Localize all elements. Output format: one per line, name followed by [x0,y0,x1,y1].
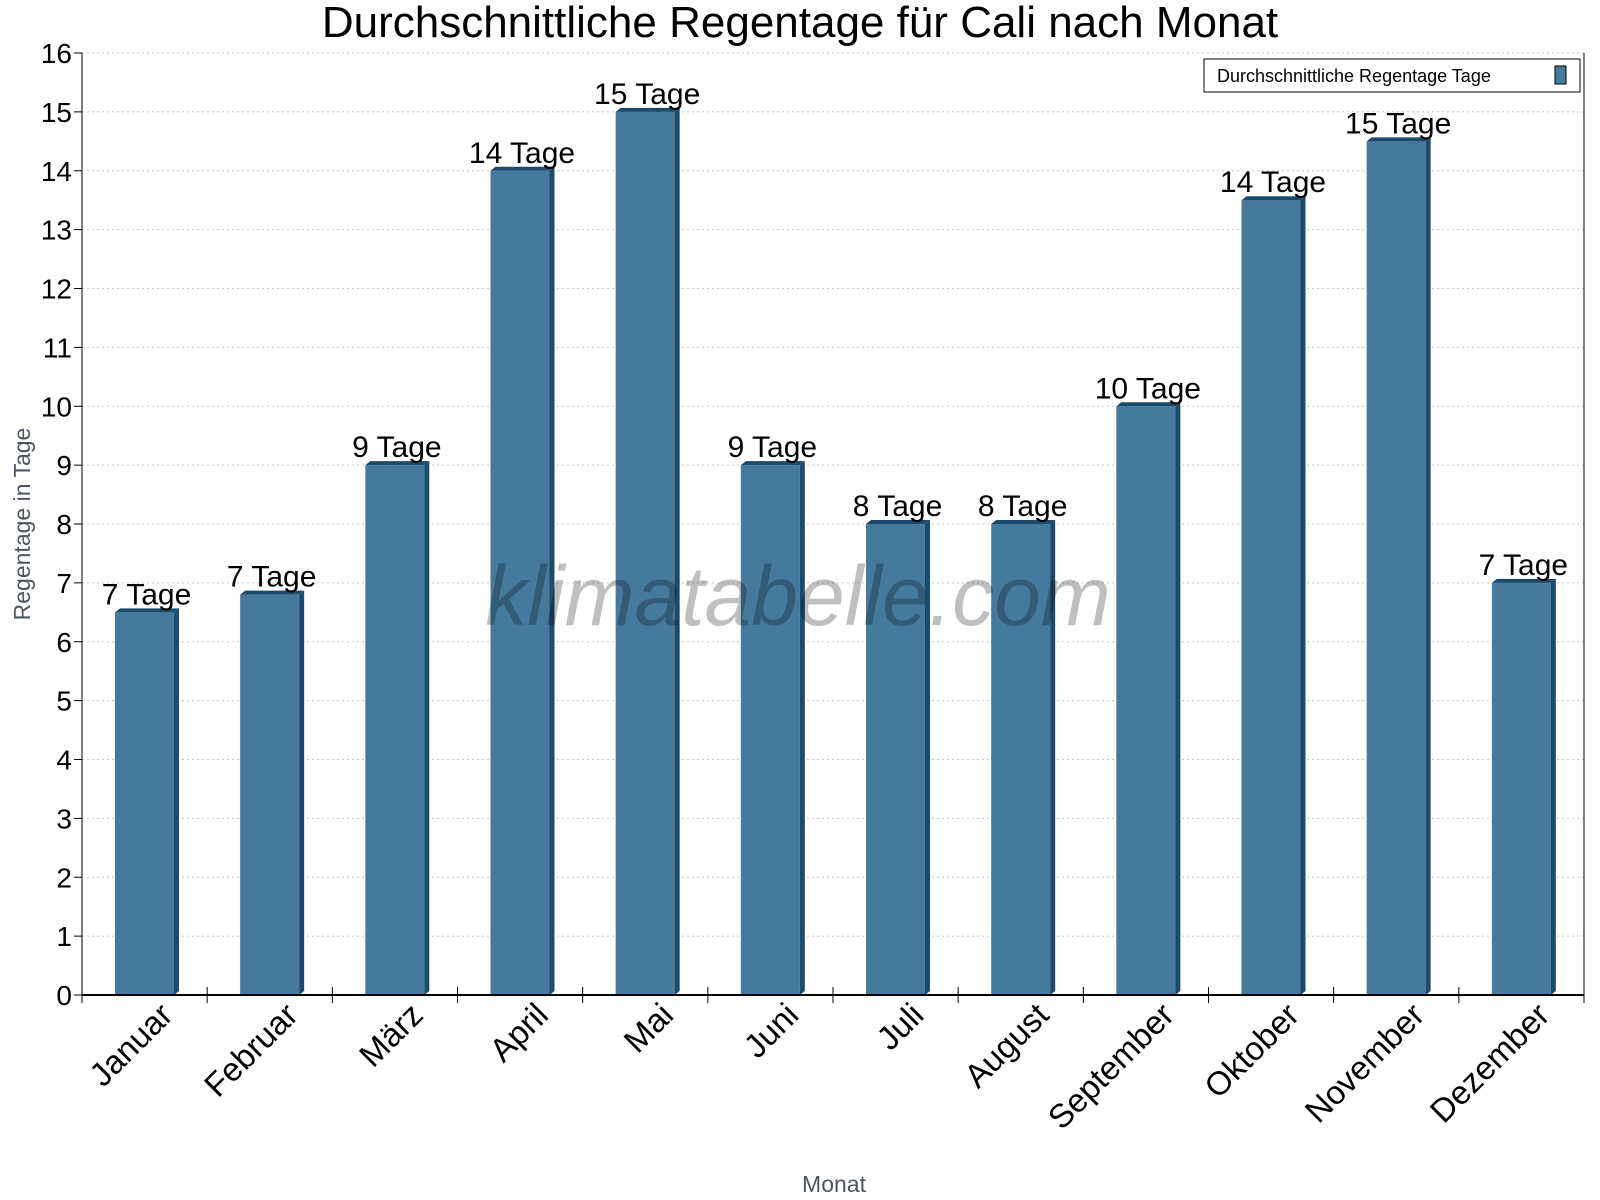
x-tick-label: September [1041,996,1181,1136]
bar-top [115,608,179,613]
legend-box [1203,58,1581,93]
y-tick-label: 9 [56,450,72,481]
x-tick-label: Dezember [1423,996,1557,1130]
legend-swatch [1554,65,1567,85]
bar [490,170,550,995]
bar-side [1050,520,1056,995]
x-tick-label: November [1297,996,1431,1130]
y-tick-label: 13 [41,215,72,246]
legend-label: Durchschnittliche Regentage Tage [1217,66,1491,86]
bar-top [1491,578,1556,583]
y-tick-label: 11 [43,332,72,363]
y-tick-label: 16 [41,38,72,69]
data-label: 10 Tage [1095,372,1201,405]
bars: 7 Tage 7 Tage 9 Tage 14 Tage 15 Tage 9 Tage 8 … [102,78,1568,995]
bar-side [299,590,305,995]
y-tick-label: 1 [56,921,72,952]
watermark: klimatabelle.com [485,549,1111,643]
bar [1116,406,1176,995]
bar [1491,582,1551,995]
y-tick-label: 8 [56,509,72,540]
x-tick-label: April [482,996,555,1069]
bar-top [490,166,555,171]
data-label: 15 Tage [1345,107,1451,140]
y-tick-label: 10 [41,391,72,422]
legend: Durchschnittliche Regentage Tage [1203,58,1581,93]
data-label: 7 Tage [1479,549,1569,582]
bar-side [549,166,555,995]
x-tick-label: August [957,996,1056,1095]
x-tick-label: März [352,996,430,1074]
bar-top [991,520,1056,524]
bar-side [1425,137,1431,995]
bar-top [240,590,305,595]
data-label: 14 Tage [1220,166,1326,199]
bar [866,524,925,995]
y-tick-label: 6 [56,627,72,658]
bar-side [925,520,930,995]
bar-top [615,107,680,112]
data-label: 7 Tage [227,561,317,594]
bar [740,465,800,995]
y-tick-label: 5 [56,686,72,717]
bar-side [1550,578,1556,995]
grid-lines [82,52,1584,937]
y-axis-label: Regentage in Tage [9,428,35,621]
bar [240,594,300,995]
y-tick-label: 14 [41,156,72,187]
chart-title: Durchschnittliche Regentage für Cali nac… [322,0,1278,47]
bar-side [1175,402,1181,995]
bar-top [1116,402,1181,407]
data-label: 15 Tage [594,78,700,111]
bar [991,524,1051,995]
y-tick-label: 12 [41,274,72,305]
bar-top [1366,137,1431,142]
bar-side [799,461,805,995]
bar-side [674,107,680,995]
y-tick-label: 7 [56,568,72,599]
bar [1241,200,1301,995]
x-tick-label: Januar [82,996,180,1094]
bar-top [1241,196,1306,201]
bar-top [866,520,930,524]
bar [1366,141,1426,995]
bar [615,111,675,995]
x-tick-label: Mai [616,996,680,1060]
bar [365,465,425,995]
y-tick-label: 0 [56,980,72,1011]
x-tick-label: Oktober [1197,996,1306,1105]
y-tick-label: 3 [56,803,72,834]
y-tick-label: 2 [56,862,72,893]
x-tick-label: Februar [197,996,305,1104]
data-label: 7 Tage [102,578,192,611]
y-tick-label: 15 [41,97,72,128]
x-tick-label: Juli [869,996,930,1057]
data-label: 14 Tage [469,137,575,170]
bar-side [1300,196,1306,995]
data-label: 9 Tage [352,431,442,464]
bar [115,612,174,995]
data-label: 8 Tage [978,490,1068,523]
x-tick-label: Juni [736,996,805,1065]
data-label: 9 Tage [728,431,818,464]
bar-top [740,461,805,466]
x-axis-label: Monat [802,1171,867,1197]
data-label: 8 Tage [853,490,943,523]
y-tick-label: 4 [56,745,72,776]
x-axis: Januar Februar März April Mai Juni Juli AugustS… [81,987,1585,1136]
bar-side [424,461,430,995]
bar-side [174,608,179,995]
bar-top [365,461,430,466]
